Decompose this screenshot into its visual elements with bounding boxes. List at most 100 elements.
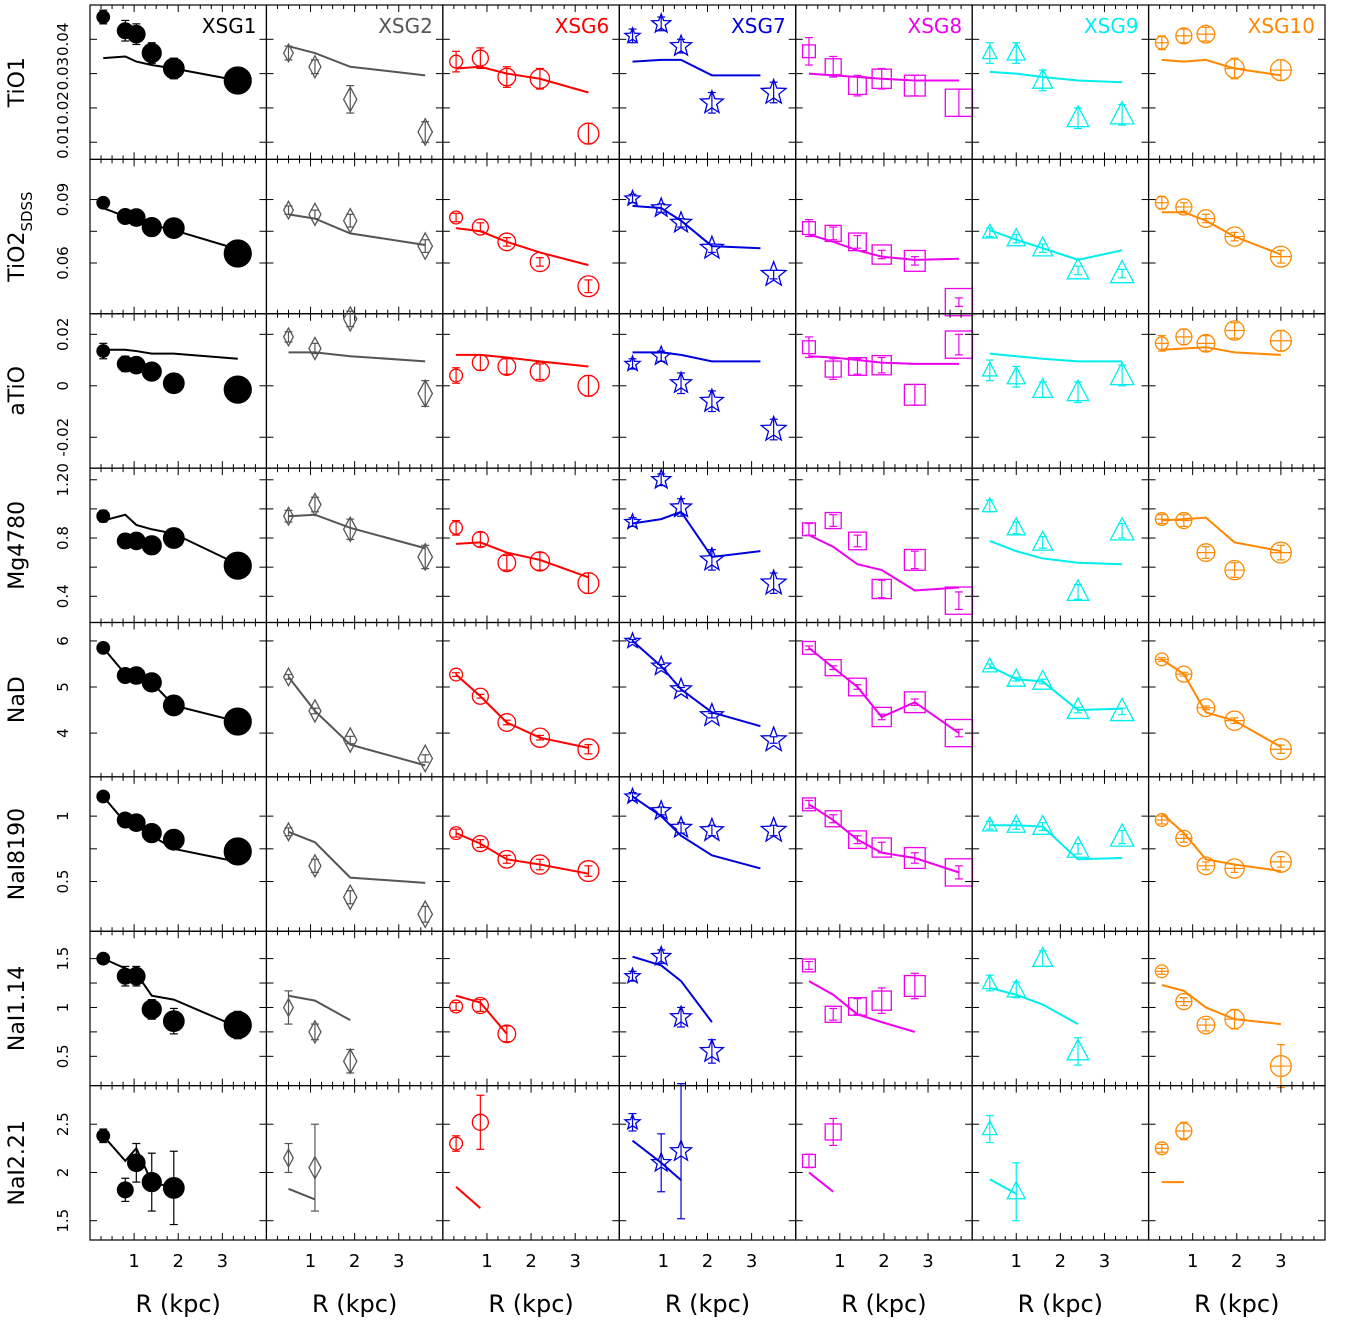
marker-diamond	[417, 542, 434, 572]
model-line	[989, 70, 1123, 84]
marker-star	[649, 654, 673, 676]
panel-frame	[265, 621, 444, 778]
panel-NaI1.14-XSG2	[265, 930, 444, 1087]
model-line	[288, 351, 426, 363]
model-line	[102, 795, 238, 863]
model-line	[989, 986, 1079, 1025]
marker-circle	[529, 551, 551, 572]
marker-star	[759, 259, 788, 287]
model-line	[808, 647, 960, 734]
marker-circle	[529, 68, 551, 90]
y-axis-label: NaD	[5, 676, 30, 723]
marker-square	[824, 1123, 842, 1141]
model-line	[456, 541, 589, 579]
marker-circle	[471, 49, 489, 67]
marker-square	[903, 846, 926, 870]
marker-filled-circle	[96, 1128, 111, 1143]
marker-square	[848, 531, 867, 551]
marker-star	[649, 467, 673, 490]
marker-filled-circle	[162, 1176, 185, 1199]
x-tick-label: 1	[128, 1251, 139, 1272]
marker-filled-circle	[223, 707, 252, 736]
marker-triangle	[1031, 377, 1054, 399]
panel-frame	[442, 930, 620, 1087]
panel-frame	[618, 1085, 797, 1241]
marker-star	[759, 77, 788, 105]
marker-triangle	[981, 815, 999, 832]
panel-NaI1.14-XSG1	[89, 930, 268, 1087]
marker-triangle	[1109, 100, 1135, 125]
marker-filled-circle	[162, 1010, 185, 1033]
x-tick-label: 1	[1187, 1251, 1198, 1272]
model-line	[288, 45, 426, 77]
marker-circle	[577, 572, 600, 595]
marker-square	[871, 706, 892, 728]
marker-triangle	[1006, 41, 1027, 61]
model-line	[632, 510, 761, 559]
y-axis-label-NaI8190: NaI8190	[5, 808, 30, 900]
marker-square	[871, 837, 892, 858]
marker-filled-circle	[162, 217, 185, 240]
panel-frame	[971, 930, 1150, 1087]
x-axis-label: R (kpc)	[312, 1290, 397, 1318]
x-tick-label: 2	[172, 1251, 183, 1272]
marker-square	[824, 58, 842, 76]
panel-TiO2_SDSS-XSG8	[795, 158, 974, 317]
model-line	[455, 832, 589, 875]
y-axis-label-main: Mg4780	[5, 501, 30, 590]
model-line	[288, 1187, 316, 1201]
marker-circle	[577, 275, 600, 298]
model-line	[455, 673, 589, 749]
panel-frame	[971, 158, 1150, 315]
y-axis-label-main: NaI1.14	[5, 966, 30, 1051]
marker-diamond	[417, 117, 434, 147]
panel-TiO1-XSG2: XSG2	[265, 4, 444, 160]
marker-star	[623, 512, 642, 530]
model-line	[989, 824, 1123, 861]
marker-filled-circle	[127, 1153, 146, 1173]
panel-Mg4780-XSG8	[795, 467, 974, 624]
x-tick-label: 3	[746, 1251, 757, 1272]
model-line	[1161, 812, 1282, 873]
panel-TiO1-XSG7: XSG7	[618, 4, 797, 160]
marker-square	[824, 1005, 842, 1023]
x-tick-label: 2	[702, 1251, 713, 1272]
marker-diamond	[282, 1147, 295, 1169]
marker-square	[903, 548, 926, 571]
marker-triangle	[1066, 1038, 1090, 1061]
marker-star	[668, 1138, 694, 1162]
marker-diamond	[342, 85, 358, 113]
marker-triangle	[1006, 813, 1027, 833]
x-axis-label: R (kpc)	[841, 1290, 926, 1318]
marker-circle	[497, 553, 517, 573]
panel-NaI8190-XSG8	[795, 776, 974, 932]
x-tick-label: 2	[878, 1251, 889, 1272]
galaxy-label: XSG9	[1084, 14, 1139, 38]
marker-circle	[497, 232, 517, 252]
marker-filled-circle	[162, 57, 185, 80]
panel-frame	[442, 776, 620, 932]
panel-frame	[795, 930, 973, 1087]
panel-NaI8190-XSG6	[442, 776, 620, 932]
marker-filled-circle	[96, 509, 111, 524]
marker-star	[759, 568, 788, 596]
panel-TiO2_SDSS-XSG2	[265, 158, 444, 315]
marker-triangle	[981, 973, 999, 990]
marker-circle	[577, 122, 600, 145]
panel-frame	[1147, 1085, 1326, 1241]
model-line	[288, 994, 351, 1022]
model-line	[455, 1186, 482, 1209]
marker-circle	[449, 210, 464, 225]
marker-triangle	[1066, 578, 1090, 601]
marker-diamond	[342, 726, 358, 754]
marker-triangle	[1109, 822, 1135, 847]
marker-diamond	[417, 899, 434, 929]
marker-star	[668, 815, 694, 839]
marker-diamond	[282, 506, 295, 527]
marker-star	[698, 816, 726, 842]
marker-square	[824, 511, 842, 530]
model-line	[989, 229, 1123, 261]
marker-star	[623, 786, 642, 805]
marker-diamond	[308, 492, 322, 517]
y-axis-label-main: NaI8190	[5, 808, 30, 900]
